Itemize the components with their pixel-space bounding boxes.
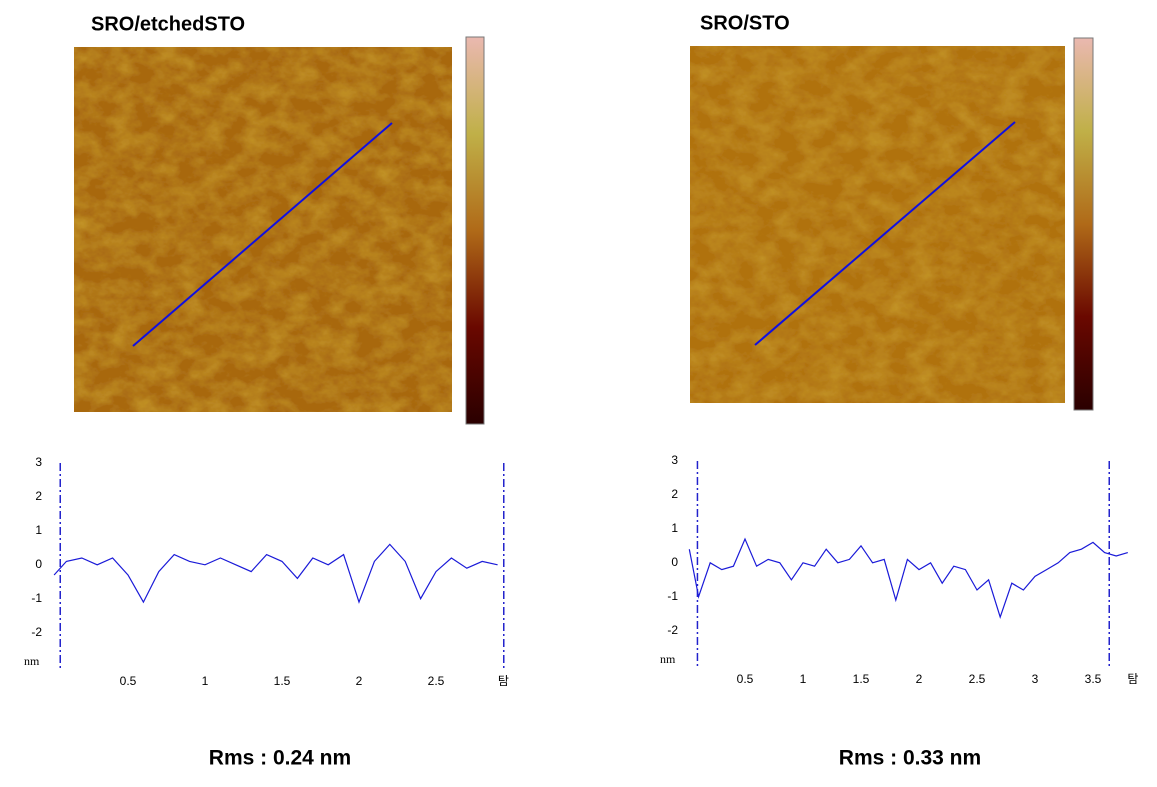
rms-label: Rms : 0.24 nm	[209, 747, 351, 770]
profile-line	[688, 537, 1128, 620]
y-tick-label: -1	[667, 589, 678, 603]
panel-title: SRO/etchedSTO	[91, 13, 245, 35]
y-tick-label: -2	[667, 623, 678, 637]
x-tick-label: 1	[202, 674, 209, 688]
scan-line	[754, 121, 1016, 346]
x-tick-label: 3	[1032, 672, 1039, 686]
y-tick-label: 1	[35, 523, 42, 537]
y-tick-label: 2	[35, 489, 42, 503]
x-tick-label: 0.5	[120, 674, 137, 688]
y-tick-label: -2	[31, 625, 42, 639]
y-tick-label: 3	[671, 453, 678, 467]
y-tick-label: 3	[35, 455, 42, 469]
y-tick-label: 1	[671, 521, 678, 535]
x-tick-label: 1	[800, 672, 807, 686]
y-tick-label: 2	[671, 487, 678, 501]
x-tick-label: 3.5	[1085, 672, 1102, 686]
y-tick-label: 0	[671, 555, 678, 569]
color-bar	[465, 36, 485, 425]
x-axis-label: 탐	[498, 674, 509, 688]
x-tick-label: 1.5	[853, 672, 870, 686]
profile-line	[53, 543, 498, 604]
rms-label: Rms : 0.33 nm	[839, 747, 981, 770]
x-tick-label: 1.5	[274, 674, 291, 688]
scan-line	[132, 122, 393, 347]
x-tick-label: 2	[916, 672, 923, 686]
x-tick-label: 2.5	[969, 672, 986, 686]
afm-image	[74, 47, 452, 412]
color-bar	[1073, 37, 1094, 411]
y-tick-label: -1	[31, 591, 42, 605]
y-tick-label: 0	[35, 557, 42, 571]
y-axis-unit: nm	[24, 654, 40, 668]
y-axis-unit: nm	[660, 652, 676, 666]
afm-image	[690, 46, 1065, 403]
x-tick-label: 0.5	[737, 672, 754, 686]
panel-title: SRO/STO	[700, 12, 790, 34]
x-tick-label: 2	[356, 674, 363, 688]
x-axis-label: 탐	[1127, 672, 1138, 686]
x-tick-label: 2.5	[428, 674, 445, 688]
